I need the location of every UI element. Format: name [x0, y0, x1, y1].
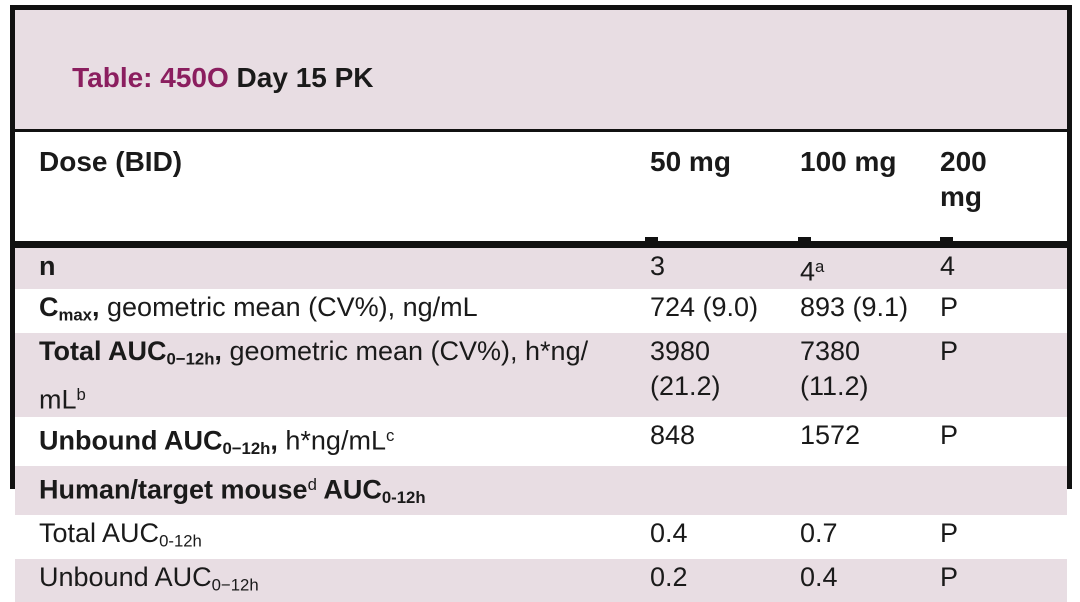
table-title-number: Table: 450O: [72, 62, 229, 93]
row-value: 3980 (21.2): [650, 336, 721, 402]
table-row: Total AUC0-12h 0.4 0.7 P: [15, 515, 1067, 559]
row-label: Unbound AUC0−12h: [39, 561, 259, 595]
column-header-50mg: 50 mg: [650, 146, 731, 177]
row-value: 0.4: [650, 518, 688, 549]
row-value: 724 (9.0): [650, 292, 759, 323]
row-value: 848: [650, 420, 696, 451]
row-value: P: [940, 292, 959, 323]
row-value: P: [940, 561, 959, 592]
column-header-200mg: 200 mg: [940, 146, 987, 212]
table-row: n 3 4a 4: [15, 248, 1067, 290]
pk-summary-table: Table: 450O Day 15 PK Dose (BID) 50 mg 1…: [10, 5, 1072, 602]
row-label: Total AUC0−12h, geometric mean (CV%), h*…: [39, 336, 589, 415]
table-row: Human/target moused AUC0-12h: [15, 466, 1067, 516]
table-title-text: Day 15 PK: [228, 62, 374, 93]
column-header-row: Dose (BID) 50 mg 100 mg 200 mg: [15, 132, 1067, 248]
row-value: 0.4: [800, 561, 838, 592]
table-row: Total AUC0−12h, geometric mean (CV%), h*…: [15, 333, 1067, 418]
row-value: 3: [650, 251, 666, 281]
row-value: [940, 466, 1067, 467]
table-row: Unbound AUC0−12h 0.2 0.4 P: [15, 558, 1067, 602]
row-label: n: [39, 251, 56, 281]
row-value: 0.2: [650, 561, 688, 592]
row-value: 0.7: [800, 518, 838, 549]
column-header-dose: Dose (BID): [39, 146, 183, 177]
row-label: Total AUC0-12h: [39, 518, 202, 551]
table-title-row: Table: 450O Day 15 PK: [15, 10, 1067, 132]
row-value: 4: [940, 251, 956, 281]
row-value: 7380 (11.2): [800, 336, 869, 402]
row-value: P: [940, 336, 959, 367]
row-label: Cmax, geometric mean (CV%), ng/mL: [39, 292, 478, 326]
row-value: 4a: [800, 256, 825, 287]
column-header-100mg: 100 mg: [800, 146, 897, 177]
row-value: [800, 466, 940, 467]
row-value: 893 (9.1): [800, 292, 909, 323]
row-label: Unbound AUC0−12h, h*ng/mLc: [39, 425, 395, 459]
column-divider-tick: [940, 237, 953, 242]
column-divider-tick: [645, 237, 658, 242]
row-value: 1572: [800, 420, 861, 451]
column-divider-tick: [798, 237, 811, 242]
row-value: P: [940, 518, 959, 549]
table-row: Cmax, geometric mean (CV%), ng/mL 724 (9.…: [15, 289, 1067, 334]
row-value: [650, 466, 800, 467]
row-value: P: [940, 420, 959, 451]
table-body: n 3 4a 4 Cmax, geometric mean (CV%), ng/mL 72…: [15, 248, 1067, 602]
table-row: Unbound AUC0−12h, h*ng/mLc 848 1572 P: [15, 417, 1067, 467]
row-label: Human/target moused AUC0-12h: [39, 474, 426, 508]
